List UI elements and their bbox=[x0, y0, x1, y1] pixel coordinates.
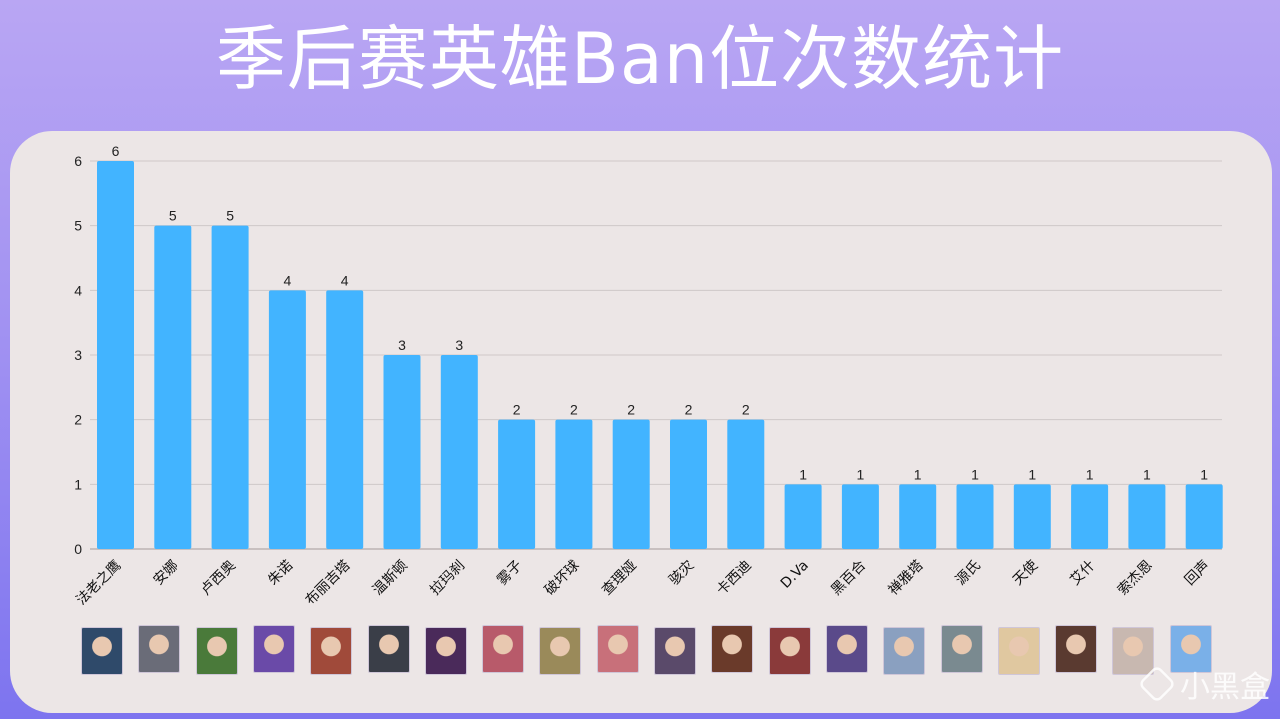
x-tick-label: 安娜 bbox=[151, 558, 182, 589]
hero-portrait bbox=[482, 625, 525, 673]
data-label: 1 bbox=[857, 466, 865, 482]
x-tick-label: D.Va bbox=[778, 558, 812, 592]
hero-portrait bbox=[825, 625, 868, 673]
hero-portrait bbox=[1169, 625, 1212, 673]
data-label: 3 bbox=[455, 337, 463, 353]
y-tick-label: 3 bbox=[74, 347, 82, 363]
hero-portrait bbox=[539, 627, 582, 675]
data-label: 1 bbox=[1086, 466, 1094, 482]
data-label: 2 bbox=[570, 402, 578, 418]
y-tick-label: 4 bbox=[74, 282, 82, 298]
bar bbox=[1071, 484, 1109, 549]
x-tick-label: 骇灾 bbox=[666, 557, 698, 589]
hero-portrait bbox=[81, 627, 123, 675]
data-label: 2 bbox=[742, 402, 750, 418]
bar bbox=[268, 290, 306, 549]
hero-portrait bbox=[596, 625, 639, 673]
x-tick-label: 布丽吉塔 bbox=[303, 558, 354, 609]
bar bbox=[383, 355, 421, 549]
data-label: 5 bbox=[169, 208, 177, 224]
hero-portrait bbox=[1112, 627, 1155, 675]
x-tick-label: 禅雅塔 bbox=[886, 558, 927, 599]
x-tick-label: 破坏球 bbox=[542, 558, 583, 599]
y-tick-label: 6 bbox=[74, 153, 82, 169]
data-label: 1 bbox=[799, 466, 807, 482]
bar bbox=[841, 484, 879, 549]
y-tick-label: 2 bbox=[74, 412, 82, 428]
bar bbox=[612, 419, 650, 549]
hero-portrait bbox=[997, 627, 1040, 675]
bar bbox=[326, 290, 364, 549]
bar bbox=[154, 225, 192, 549]
x-tick-label: 回声 bbox=[1182, 558, 1213, 589]
data-label: 5 bbox=[226, 208, 234, 224]
bar bbox=[498, 419, 536, 549]
hero-portrait bbox=[424, 627, 467, 675]
data-label: 3 bbox=[398, 337, 406, 353]
bar bbox=[1185, 484, 1223, 549]
hero-portrait bbox=[654, 627, 696, 675]
hero-portrait bbox=[883, 627, 926, 675]
x-tick-label: 法老之鹰 bbox=[73, 558, 124, 609]
data-label: 2 bbox=[627, 402, 635, 418]
hero-portrait bbox=[768, 627, 811, 675]
x-tick-label: 朱诺 bbox=[265, 558, 296, 589]
bar bbox=[97, 161, 134, 549]
bar bbox=[899, 484, 937, 549]
x-tick-label: 温斯顿 bbox=[370, 558, 411, 599]
hero-portrait bbox=[367, 625, 410, 673]
bar bbox=[1013, 484, 1051, 549]
data-label: 1 bbox=[1028, 466, 1036, 482]
bar bbox=[1128, 484, 1166, 549]
bar bbox=[727, 419, 765, 549]
hero-portrait bbox=[940, 625, 983, 673]
y-tick-label: 0 bbox=[74, 541, 82, 557]
x-tick-label: 雾子 bbox=[494, 558, 525, 589]
x-tick-label: 查理娅 bbox=[599, 558, 640, 599]
watermark: 小黑盒 bbox=[1137, 662, 1270, 706]
x-tick-label: 卢西奥 bbox=[197, 557, 239, 599]
data-label: 4 bbox=[341, 272, 349, 288]
hero-portrait bbox=[252, 625, 295, 673]
y-tick-label: 1 bbox=[74, 476, 82, 492]
bar bbox=[784, 484, 822, 549]
bar bbox=[211, 225, 249, 549]
x-tick-label: 源氏 bbox=[953, 558, 984, 589]
x-tick-label: 拉玛刹 bbox=[427, 558, 468, 599]
data-label: 6 bbox=[112, 143, 120, 159]
bar bbox=[670, 419, 707, 549]
data-label: 1 bbox=[971, 466, 979, 482]
xiaoheihe-logo-icon bbox=[1137, 664, 1177, 704]
data-label: 1 bbox=[1143, 466, 1151, 482]
hero-portrait bbox=[195, 627, 238, 675]
x-tick-label: 黑百合 bbox=[828, 558, 869, 599]
x-tick-label: 艾什 bbox=[1067, 558, 1098, 589]
hero-portrait bbox=[310, 627, 353, 675]
data-label: 2 bbox=[685, 402, 693, 418]
watermark-text: 小黑盒 bbox=[1180, 670, 1270, 705]
hero-portrait bbox=[138, 625, 181, 673]
hero-portrait bbox=[1055, 625, 1098, 673]
hero-portrait bbox=[711, 625, 754, 673]
data-label: 1 bbox=[914, 466, 922, 482]
bar bbox=[440, 355, 478, 549]
x-tick-label: 卡西迪 bbox=[714, 558, 755, 599]
data-label: 4 bbox=[284, 272, 292, 288]
data-label: 1 bbox=[1200, 466, 1208, 482]
bar bbox=[956, 484, 994, 549]
x-tick-label: 天使 bbox=[1009, 557, 1041, 589]
y-tick-label: 5 bbox=[74, 218, 82, 234]
x-tick-label: 索杰恩 bbox=[1114, 557, 1156, 599]
page-title: 季后赛英雄Ban位次数统计 bbox=[215, 18, 1065, 100]
bar bbox=[555, 419, 593, 549]
data-label: 2 bbox=[513, 402, 521, 418]
